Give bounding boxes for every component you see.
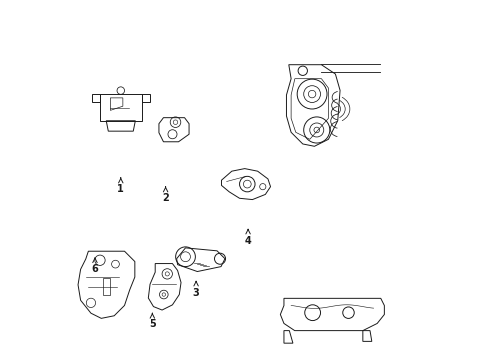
Text: 6: 6 bbox=[91, 258, 98, 274]
Text: 2: 2 bbox=[162, 187, 169, 203]
Text: 5: 5 bbox=[149, 314, 155, 329]
Text: 1: 1 bbox=[117, 178, 124, 194]
Text: 3: 3 bbox=[192, 282, 199, 298]
Text: 4: 4 bbox=[244, 229, 251, 246]
